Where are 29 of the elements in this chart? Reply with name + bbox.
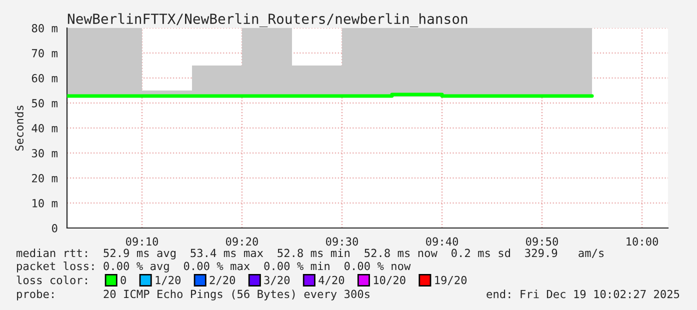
legend-label: 10/20 [374, 276, 406, 286]
legend-label: 1/20 [156, 276, 181, 286]
x-tick-label: 09:10 [126, 237, 158, 246]
legend-label: 2/20 [210, 276, 236, 286]
chart-title: NewBerlinFTTX/NewBerlin_Routers/newberlin_hanson [68, 13, 468, 28]
x-tick-label: 09:40 [426, 237, 458, 246]
y-tick-label: 40 m [32, 124, 58, 132]
y-axis-title: Seconds [14, 106, 24, 151]
y-tick-label: 20 m [32, 174, 58, 182]
x-tick-label: 09:20 [226, 237, 258, 246]
y-tick-label: 80 m [32, 24, 58, 32]
legend-label: 3/20 [264, 276, 290, 286]
x-tick-label: 09:30 [326, 237, 358, 246]
x-tick-label: 09:50 [526, 237, 558, 246]
y-tick-label: 60 m [32, 74, 58, 82]
legend-label: 19/20 [435, 276, 467, 286]
text: probe: 20 ICMP Echo Pings (56 Bytes) every 300s [17, 290, 370, 300]
legend-title: loss color: [16, 276, 87, 284]
text: end: Fri Dec 19 10:02:27 2025 [486, 290, 680, 298]
y-tick-label: 30 m [32, 149, 58, 158]
y-tick-label: 70 m [32, 49, 58, 58]
legend-label: 0 [120, 276, 126, 284]
text: packet loss: 0.00 % avg 0.00 % max 0.00 % min 0.00 % now [17, 262, 411, 272]
x-tick-label: 10:00 [626, 237, 658, 246]
text: median rtt: 52.9 ms avg 53.4 ms max 52.8 ms min 52.8 ms now 0.2 ms sd 329.9 am/s [16, 248, 604, 260]
legend-label: 4/20 [318, 276, 344, 286]
y-tick-label: 0 [52, 224, 58, 232]
y-tick-label: 50 m [32, 99, 58, 108]
y-tick-label: 10 m [32, 199, 58, 208]
